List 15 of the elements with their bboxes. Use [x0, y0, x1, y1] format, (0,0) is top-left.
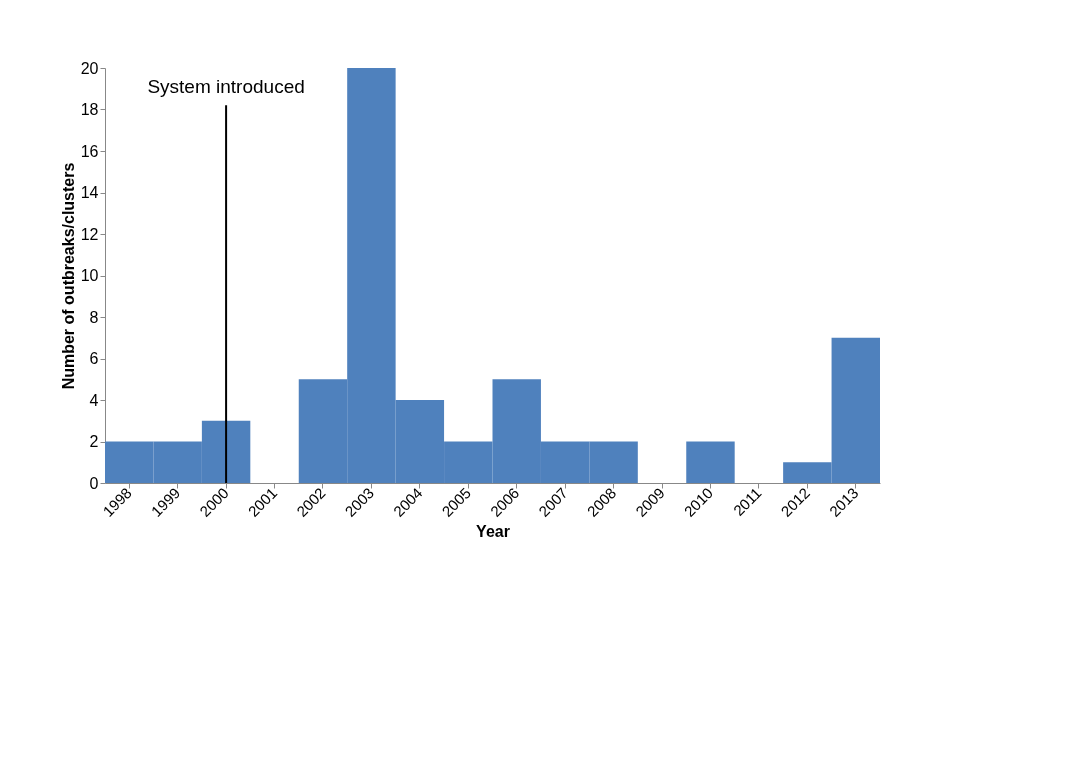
y-tick-label: 14 — [80, 184, 99, 201]
x-axis-title: Year — [476, 522, 510, 540]
bar — [686, 441, 735, 483]
y-tick-label: 18 — [80, 101, 99, 118]
y-tick-label: 6 — [89, 350, 99, 367]
y-tick-label: 4 — [89, 391, 99, 409]
y-tick-label: 12 — [80, 225, 99, 243]
y-axis-title: Number of outbreaks/clusters — [59, 162, 77, 390]
y-tick-label: 16 — [80, 142, 99, 160]
y-tick-label: 2 — [89, 433, 99, 450]
ref-line-label: System introduced — [147, 76, 305, 98]
y-tick-label: 20 — [80, 59, 99, 77]
y-tick-label: 8 — [89, 308, 99, 326]
y-tick-label: 0 — [89, 474, 99, 492]
y-tick-label: 10 — [80, 267, 99, 284]
